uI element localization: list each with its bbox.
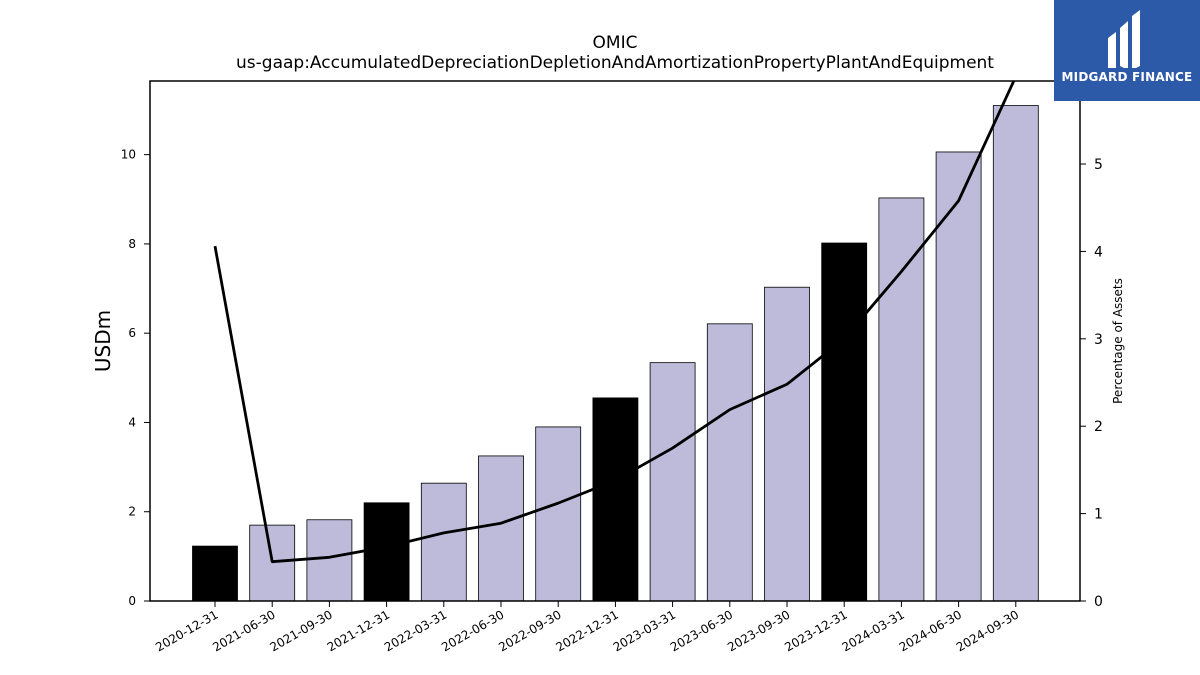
- right-tick-label: 2: [1094, 419, 1103, 435]
- left-tick-label: 4: [128, 415, 136, 429]
- x-tick-label: 2024-03-31: [839, 607, 906, 654]
- bar-2022-06-30: [478, 455, 524, 602]
- x-tick-label: 2023-09-30: [725, 607, 792, 654]
- x-tick-label: 2021-06-30: [210, 607, 277, 654]
- left-tick-label: 0: [128, 594, 136, 608]
- y2-axis-label: Percentage of Assets: [1111, 278, 1125, 404]
- logo-text: MIDGARD FINANCE: [1061, 70, 1193, 84]
- bar-2024-09-30: [992, 105, 1039, 602]
- x-tick-label: 2022-12-31: [553, 607, 620, 654]
- bar-2024-06-30: [935, 151, 982, 602]
- x-tick-label: 2024-06-30: [897, 607, 964, 654]
- line-series: [213, 81, 1016, 564]
- right-tick-label: 0: [1094, 594, 1103, 610]
- left-tick-label: 8: [128, 237, 136, 251]
- bar-series: [192, 105, 1039, 602]
- x-tick-label: 2022-09-30: [496, 607, 563, 654]
- x-tick-label: 2022-06-30: [439, 607, 506, 654]
- bar-2023-06-30: [706, 323, 753, 602]
- bar-2023-12-31: [821, 242, 868, 602]
- bar-2022-03-31: [420, 482, 467, 602]
- x-axis: 2020-12-312021-06-302021-09-302021-12-31…: [153, 601, 1021, 654]
- chart-title: OMIC: [593, 33, 638, 53]
- bar-2020-12-31: [192, 545, 238, 602]
- left-y-axis: 0 2 4 6 8 10: [121, 148, 150, 608]
- bar-2023-09-30: [764, 286, 810, 602]
- bar-2022-12-31: [592, 397, 639, 602]
- left-tick-label: 10: [121, 148, 136, 162]
- midgard-logo-icon: [1108, 10, 1140, 68]
- right-tick-label: 1: [1094, 507, 1103, 523]
- right-tick-label: 5: [1094, 157, 1103, 173]
- left-tick-label: 6: [128, 326, 136, 340]
- right-tick-label: 4: [1094, 244, 1103, 260]
- left-tick-label: 2: [128, 505, 136, 519]
- x-tick-label: 2022-03-31: [382, 607, 449, 654]
- x-tick-label: 2021-09-30: [267, 607, 334, 654]
- bar-2022-09-30: [535, 426, 582, 602]
- chart-subtitle: us-gaap:AccumulatedDepreciationDepletion…: [236, 53, 994, 73]
- bar-2021-12-31: [363, 502, 410, 602]
- x-tick-label: 2021-12-31: [325, 607, 392, 654]
- x-tick-label: 2020-12-31: [153, 607, 220, 654]
- x-tick-label: 2023-12-31: [782, 607, 849, 654]
- x-tick-label: 2024-09-30: [954, 607, 1021, 654]
- right-tick-label: 3: [1094, 332, 1103, 348]
- brand-logo: MIDGARD FINANCE: [1054, 0, 1200, 101]
- x-tick-label: 2023-06-30: [668, 607, 735, 654]
- bar-2024-03-31: [878, 197, 925, 602]
- y-axis-label: USDm: [91, 310, 115, 372]
- right-y-axis: 0 1 2 3 4 5: [1080, 157, 1103, 610]
- bar-2023-03-31: [649, 362, 696, 602]
- bar-2021-09-30: [306, 519, 353, 602]
- x-tick-label: 2023-03-31: [611, 607, 678, 654]
